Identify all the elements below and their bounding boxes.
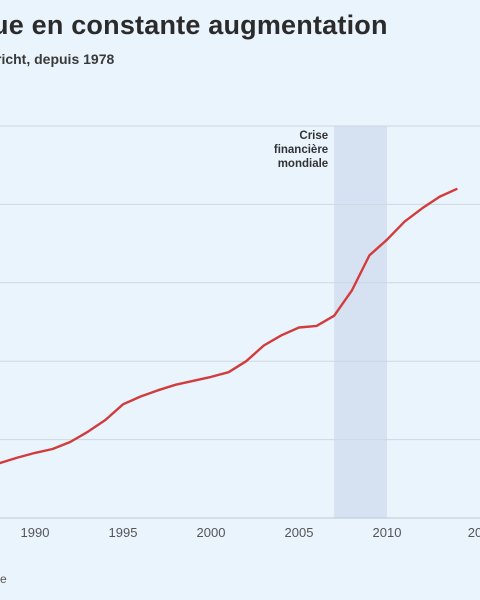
- x-tick-label: 20: [468, 525, 480, 540]
- grid-lines: [0, 125, 480, 441]
- chart-subtitle: richt, depuis 1978: [0, 51, 115, 67]
- crisis-band: [334, 126, 387, 518]
- x-tick-label: 2000: [197, 525, 226, 540]
- x-tick-label: 1995: [109, 525, 138, 540]
- x-tick-label: 1990: [21, 525, 50, 540]
- chart-title: ue en constante augmentation: [0, 10, 388, 40]
- x-tick-label: 2005: [285, 525, 314, 540]
- crisis-annotation: Crise financière mondiale: [274, 130, 328, 170]
- source-note: re: [0, 572, 7, 586]
- x-tick-labels: 1990 1995 2000 2005 2010 20: [21, 525, 480, 540]
- x-tick-label: 2010: [373, 525, 402, 540]
- series-line: [0, 187, 458, 465]
